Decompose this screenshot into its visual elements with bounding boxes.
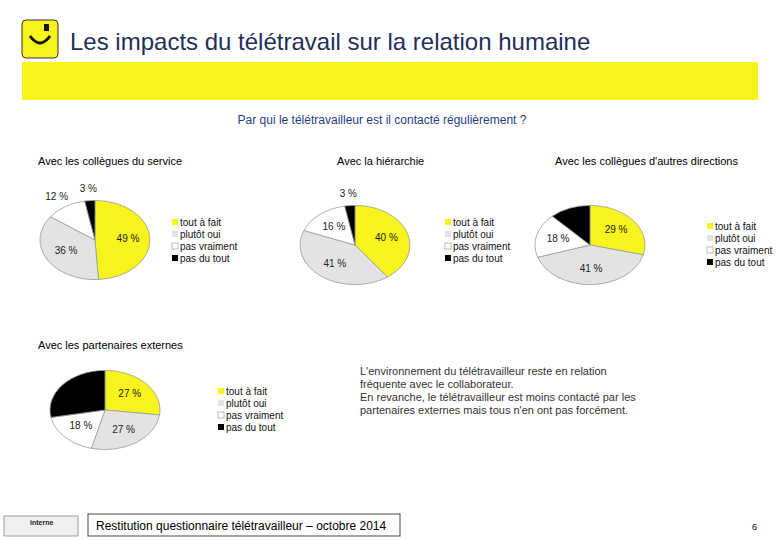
chart-title: Avec les collègues du service — [38, 155, 182, 167]
badge: interne — [30, 519, 53, 526]
legend-swatch — [172, 243, 178, 249]
slices — [50, 370, 160, 449]
pie-chart: Avec la hiérarchie 40 % 41 % 16 % 3 % tout à … — [300, 155, 510, 285]
chart-title: Avec les partenaires externes — [38, 339, 183, 351]
legend-label: plutôt oui — [453, 229, 494, 240]
data-label: 3 % — [340, 188, 357, 199]
legend-swatch — [445, 219, 451, 225]
pie-slice — [51, 201, 95, 240]
pie-slice — [105, 370, 160, 415]
legend-swatch — [172, 231, 178, 237]
pie-slice — [50, 370, 105, 417]
legend-label: plutôt oui — [226, 398, 267, 409]
legend: tout à faitplutôt ouipas vraimentpas du … — [218, 386, 283, 433]
legend-swatch — [707, 247, 713, 253]
data-label: 27 % — [112, 424, 135, 435]
legend-label: pas du tout — [715, 257, 765, 268]
pie-slice — [95, 200, 150, 279]
legend-label: pas du tout — [226, 422, 276, 433]
slide-title: Les impacts du télétravail sur la relati… — [70, 28, 590, 55]
legend-label: tout à fait — [715, 221, 756, 232]
pie-slice — [304, 206, 355, 245]
slices — [300, 205, 410, 284]
data-label: 16 % — [323, 221, 346, 232]
annotation: En revanche, le télétravailleur est moin… — [360, 391, 636, 403]
pie-slice — [85, 200, 95, 240]
legend-label: plutôt oui — [180, 229, 221, 240]
pie-slice — [345, 205, 355, 245]
legend-swatch — [172, 255, 178, 261]
legend: tout à faitplutôt ouipas vraimentpas du … — [445, 217, 510, 264]
annotation: partenaires externes mais tous n'en ont … — [360, 404, 628, 416]
data-label: 18 % — [70, 420, 93, 431]
slide: Les impacts du télétravail sur la relati… — [0, 0, 780, 540]
header-band — [22, 62, 758, 100]
legend-swatch — [218, 412, 224, 418]
legend-label: tout à fait — [226, 386, 267, 397]
legend-swatch — [445, 243, 451, 249]
data-label: 12 % — [45, 191, 68, 202]
legend-label: pas du tout — [180, 253, 230, 264]
page-number: 6 — [752, 522, 757, 532]
logo-eye — [44, 24, 49, 31]
badge-box — [4, 516, 78, 536]
legend: tout à faitplutôt ouipas vraimentpas du … — [172, 217, 237, 264]
legend-swatch — [707, 259, 713, 265]
logo-smile — [30, 36, 50, 43]
pie-chart: Avec les partenaires externes 27 % 27 % 18 … — [38, 339, 283, 450]
legend-label: tout à fait — [180, 217, 221, 228]
pie-chart: Avec les collègues d'autres directions 29… — [535, 155, 772, 285]
data-label: 49 % — [117, 233, 140, 244]
slices — [535, 205, 645, 284]
annotation: fréquente avec le collaborateur. — [360, 378, 514, 390]
legend-swatch — [707, 235, 713, 241]
legend-label: pas vraiment — [715, 245, 772, 256]
chart-title: Avec les collègues d'autres directions — [555, 155, 738, 167]
legend: tout à faitplutôt ouipas vraimentpas du … — [707, 221, 772, 268]
legend-label: plutôt oui — [715, 233, 756, 244]
legend-label: pas vraiment — [180, 241, 237, 252]
data-label: 40 % — [375, 232, 398, 243]
footer-box — [88, 514, 400, 536]
legend-swatch — [218, 388, 224, 394]
legend-swatch — [707, 223, 713, 229]
legend-swatch — [218, 424, 224, 430]
pie-chart: Avec les collègues du service 49 % 36 % 12 … — [38, 155, 237, 280]
annotation: L'environnement du télétravailleur reste… — [360, 365, 607, 377]
legend-swatch — [172, 219, 178, 225]
data-label: 36 % — [55, 245, 78, 256]
data-label: 29 % — [605, 224, 628, 235]
data-label: 3 % — [80, 183, 97, 194]
legend-label: tout à fait — [453, 217, 494, 228]
data-label: 41 % — [580, 263, 603, 274]
legend-label: pas vraiment — [226, 410, 283, 421]
legend-label: pas vraiment — [453, 241, 510, 252]
legend-swatch — [218, 400, 224, 406]
legend-swatch — [445, 231, 451, 237]
legend-swatch — [445, 255, 451, 261]
subtitle: Par qui le télétravailleur est il contac… — [238, 113, 527, 127]
footer: Restitution questionnaire télétravailleu… — [96, 519, 387, 533]
logo — [22, 20, 58, 58]
slices — [40, 200, 150, 279]
data-label: 18 % — [547, 233, 570, 244]
data-label: 41 % — [323, 258, 346, 269]
data-label: 27 % — [118, 388, 141, 399]
legend-label: pas du tout — [453, 253, 503, 264]
chart-title: Avec la hiérarchie — [337, 155, 424, 167]
